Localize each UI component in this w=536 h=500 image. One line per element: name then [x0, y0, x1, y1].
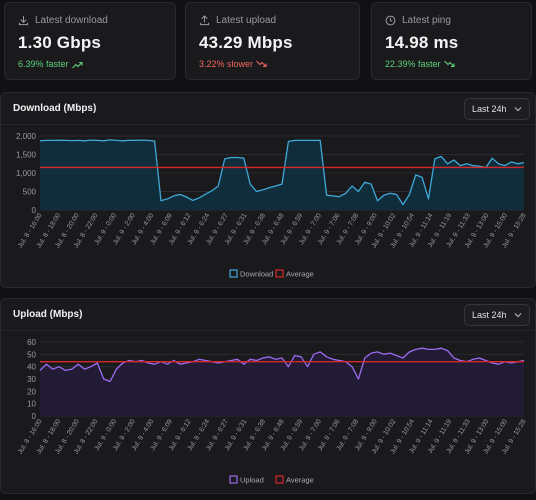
stat-value: 14.98 ms [385, 33, 459, 52]
stat-delta: 6.39% faster [18, 59, 162, 69]
stat-delta: 22.39% faster [385, 59, 518, 69]
download-legend-swatch [229, 269, 238, 278]
upload-legend-label[interactable]: Average [286, 476, 314, 485]
stat-card-latest-download: Latest download 1.30 Gbps 6.39% faster [4, 2, 176, 80]
download-y-tick: 2,000 [16, 132, 37, 141]
upload-range-value: Last 24h [472, 309, 507, 320]
download-y-tick: 500 [23, 188, 37, 197]
stat-card-latest-upload: Latest upload 43.29 Mbps 3.22% slower [185, 2, 360, 80]
download-range-select[interactable]: Last 24h [464, 97, 530, 120]
download-series-line [39, 139, 525, 206]
stat-card-latest-ping: Latest ping 14.98 ms 22.39% faster [371, 2, 532, 80]
upload-y-tick: 30 [27, 375, 36, 384]
trend-up-icon [71, 61, 83, 68]
stat-header: Latest ping [385, 15, 518, 26]
download-area [40, 139, 524, 210]
chevron-down-icon [514, 312, 522, 317]
stat-delta-text: 6.39% faster [18, 59, 69, 69]
upload-legend-swatch [275, 475, 284, 484]
download-legend-label[interactable]: Download [240, 270, 273, 279]
download-range-value: Last 24h [472, 103, 507, 114]
clock-icon [385, 15, 396, 26]
upload-range-select[interactable]: Last 24h [464, 303, 530, 326]
download-y-tick: 0 [32, 206, 37, 215]
download-icon [18, 15, 29, 26]
download-chart-card: Download (Mbps) Last 24h 2,000 1,500 1,000… [0, 92, 536, 288]
download-chart-header: Download (Mbps) Last 24h [1, 93, 535, 125]
download-y-tick: 1,500 [16, 151, 37, 160]
upload-y-tick: 40 [27, 363, 36, 372]
upload-chart-title: Upload (Mbps) [13, 309, 83, 320]
trend-down-icon [256, 60, 267, 67]
stat-delta-text: 22.39% faster [385, 59, 441, 69]
stat-delta: 3.22% slower [199, 59, 346, 69]
upload-legend-label[interactable]: Upload [240, 476, 264, 485]
upload-legend-swatch [229, 475, 238, 484]
stat-label: Latest ping [402, 15, 451, 26]
upload-chart-header: Upload (Mbps) Last 24h [1, 299, 535, 331]
download-legend-label[interactable]: Average [286, 270, 314, 279]
upload-y-tick: 60 [27, 338, 36, 347]
upload-y-tick: 10 [27, 400, 36, 409]
trend-down-icon [443, 60, 455, 67]
upload-y-tick: 50 [27, 350, 36, 359]
stat-label: Latest upload [216, 15, 277, 26]
download-legend-swatch [275, 269, 284, 278]
stat-delta-text: 3.22% slower [199, 59, 254, 69]
download-y-tick: 1,000 [16, 169, 37, 178]
stat-header: Latest upload [199, 15, 346, 26]
upload-series-line [39, 347, 525, 383]
stat-label: Latest download [35, 15, 108, 26]
upload-y-tick: 20 [27, 387, 36, 396]
upload-y-tick: 0 [32, 412, 37, 421]
stat-value: 1.30 Gbps [18, 33, 102, 52]
upload-chart-card: Upload (Mbps) Last 24h 60 50 40 30 20 10 0 Jul.… [0, 298, 536, 494]
stat-value: 43.29 Mbps [199, 33, 293, 52]
chevron-down-icon [514, 106, 522, 111]
stat-header: Latest download [18, 15, 162, 26]
upload-icon [199, 15, 210, 26]
download-chart-title: Download (Mbps) [13, 103, 97, 114]
upload-area [40, 348, 524, 416]
